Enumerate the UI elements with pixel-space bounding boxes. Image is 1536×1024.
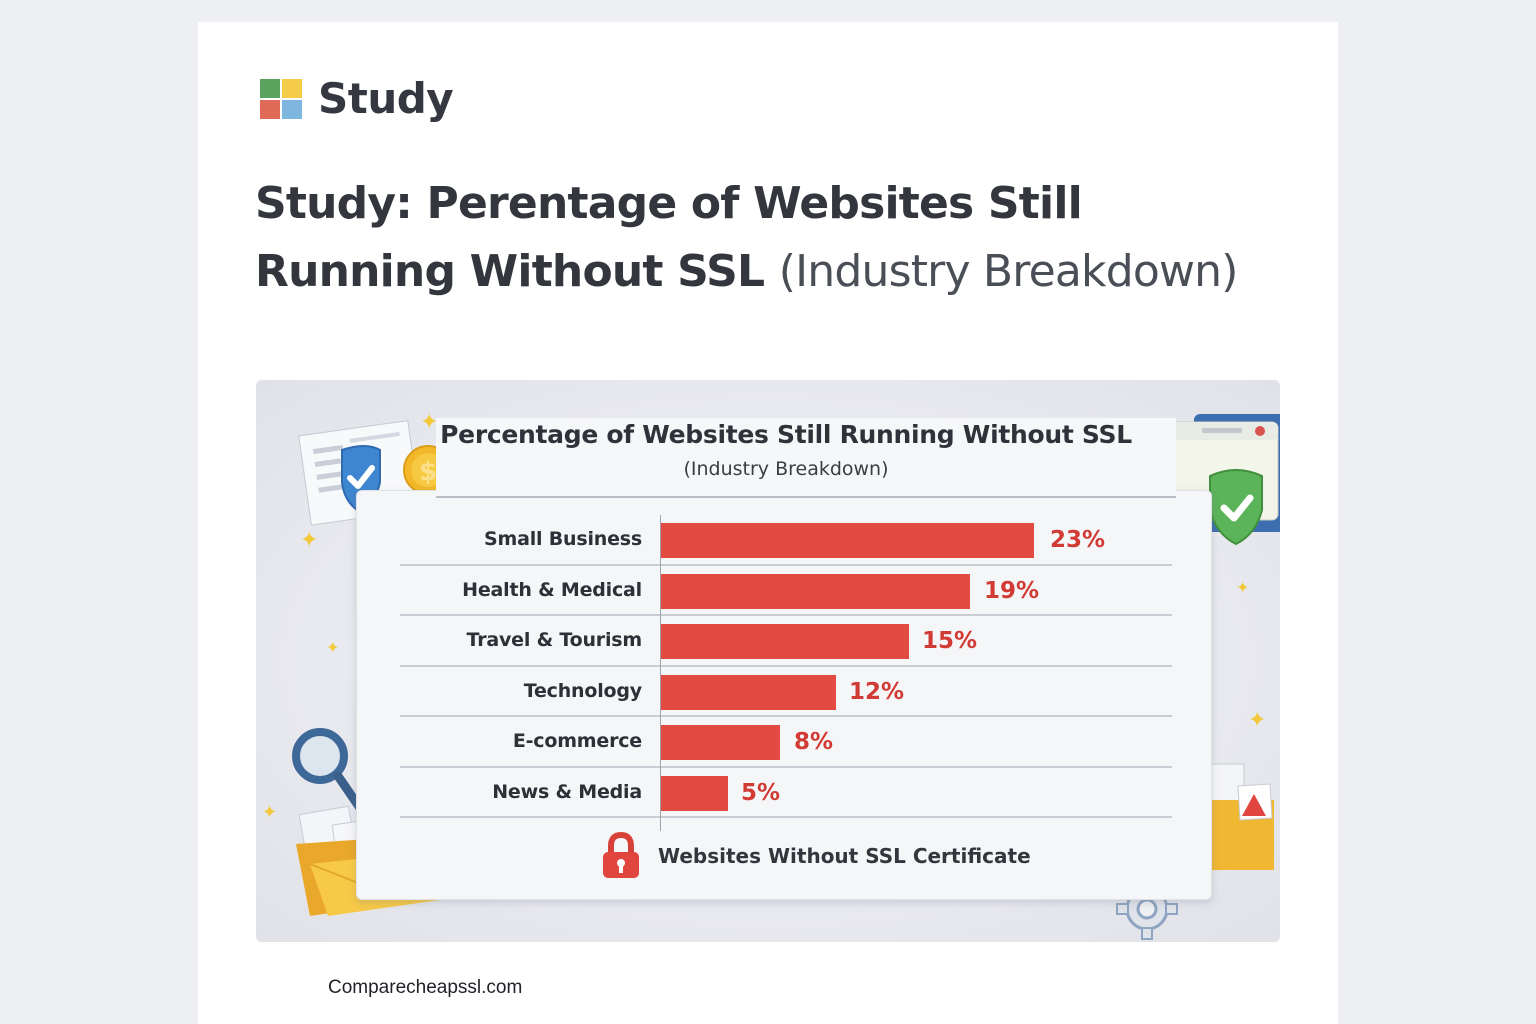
category-label: Health & Medical (462, 578, 642, 601)
page-title-main: Study: Perentage of Websites Still Runni… (255, 178, 1083, 297)
shield-coin-document-icon: $ (298, 420, 453, 526)
sparkle-icon: ✦ (326, 638, 340, 657)
sparkle-icon: ✦ (420, 410, 439, 435)
article-card: Study Study: Perentage of Websites Still… (198, 22, 1338, 1024)
category-label: Small Business (483, 528, 642, 550)
svg-text:$: $ (419, 457, 437, 487)
category-label: E-commerce (512, 730, 642, 752)
chart-axis-line (660, 515, 661, 831)
value-label: 12% (849, 678, 905, 705)
infographic: $ ✦ ✦ ✦ ✦ ✦ ✦ (256, 380, 1280, 942)
category-label: Technology (523, 679, 642, 702)
bar-row-health-medical: Health & Medical 19% (400, 566, 1172, 616)
value-label: 5% (741, 779, 781, 806)
bar-travel-tourism (661, 624, 909, 659)
bar-row-small-business: Small Business 23% (400, 515, 1172, 566)
brand-name: Study (318, 74, 454, 123)
sparkle-icon: ✦ (1248, 708, 1267, 733)
page-title: Study: Perentage of Websites Still Runni… (255, 170, 1255, 306)
bar-e-commerce (661, 725, 780, 760)
chart-title: Percentage of Websites Still Running Wit… (440, 420, 1132, 449)
padlock-icon (603, 832, 639, 878)
category-label: News & Media (492, 780, 642, 803)
value-label: 15% (922, 628, 978, 654)
bar-chart: Small Business 23% Health & Medical 19% … (400, 515, 1172, 818)
bar-row-technology: Technology 12% (400, 667, 1172, 717)
bar-health-medical (661, 573, 970, 609)
sparkle-icon: ✦ (262, 802, 278, 823)
source-credit: Comparecheapssl.com (328, 977, 523, 998)
bar-news-media (661, 775, 728, 811)
chart-header (436, 418, 1176, 498)
brand-header: Study (260, 74, 454, 123)
bar-row-e-commerce: E-commerce 8% (400, 717, 1172, 768)
sparkle-icon: ✦ (300, 528, 319, 553)
bar-row-news-media: News & Media 5% (400, 768, 1172, 818)
chart-legend: Websites Without SSL Certificate (600, 832, 1031, 880)
value-label: 19% (984, 577, 1040, 604)
category-label: Travel & Tourism (466, 629, 643, 651)
chart-subtitle: (Industry Breakdown) (683, 458, 889, 480)
bar-technology (661, 674, 836, 710)
bar-row-travel-tourism: Travel & Tourism 15% (400, 616, 1172, 667)
value-label: 8% (794, 729, 834, 755)
sparkle-icon: ✦ (1236, 578, 1250, 597)
value-label: 23% (1050, 527, 1106, 553)
bar-small-business (661, 523, 1034, 558)
page-title-subtitle: (Industry Breakdown) (778, 246, 1239, 297)
brand-logo-icon (260, 78, 302, 119)
legend-label: Websites Without SSL Certificate (658, 844, 1031, 868)
